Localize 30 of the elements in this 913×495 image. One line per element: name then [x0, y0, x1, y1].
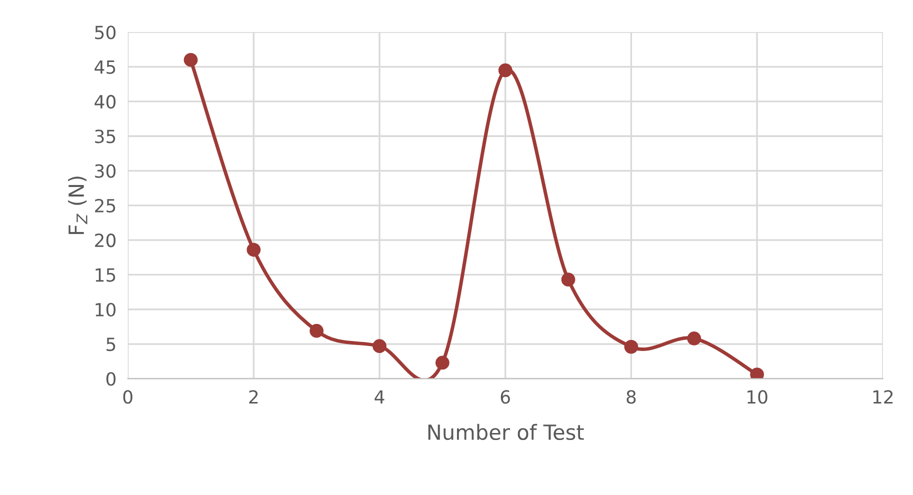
y-tick-label: 25: [95, 198, 116, 213]
y-tick-label: 45: [94, 60, 116, 74]
point: [246, 242, 261, 257]
y-tick-label: 10: [96, 302, 116, 316]
x-tick-label: 8: [626, 390, 636, 404]
x-tick-label: 10: [748, 390, 768, 404]
point: [435, 356, 450, 370]
y-tick-label: 5: [106, 338, 116, 352]
x-tick-label: 12: [873, 390, 893, 404]
point: [687, 332, 702, 346]
point: [624, 340, 638, 354]
point: [372, 339, 386, 354]
point: [498, 63, 512, 78]
y-axis-title: F$_{Z}$ (N): [68, 176, 88, 234]
y-tick-label: 0: [106, 372, 116, 386]
point: [184, 52, 198, 67]
y-tick-label: 40: [94, 94, 116, 109]
point: [310, 324, 324, 338]
x-tick-label: 6: [500, 390, 510, 404]
y-tick-label: 30: [95, 164, 116, 178]
point: [750, 368, 764, 379]
x-tick-label: 0: [123, 390, 132, 404]
y-tick-label: 35: [95, 130, 116, 144]
y-tick-label: 50: [95, 26, 116, 40]
y-tick-label: 20: [95, 234, 116, 248]
point: [561, 272, 576, 287]
x-tick-label: 4: [374, 390, 384, 404]
x-tick-label: 2: [249, 390, 258, 404]
y-tick-label: 15: [96, 268, 116, 282]
x-axis-title: Number of Test: [428, 424, 584, 440]
